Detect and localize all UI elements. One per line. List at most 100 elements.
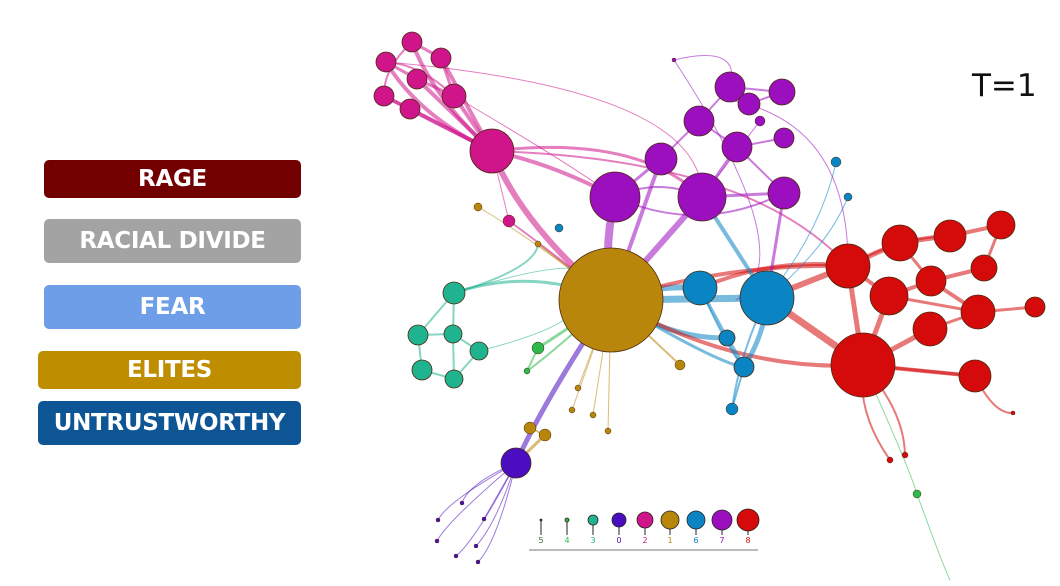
network-node (473, 543, 479, 549)
network-node (442, 281, 466, 305)
network-node (459, 500, 465, 506)
network-node (523, 421, 537, 435)
network-node (881, 224, 919, 262)
size-key-label: 8 (745, 536, 750, 545)
legend-untrustworthy: UNTRUSTWORTHY (38, 401, 301, 445)
node-size-key: 5 4 3 0 2 1 6 7 8 (529, 508, 760, 551)
legend-rage-label: RAGE (138, 166, 207, 192)
network-node (683, 105, 715, 137)
network-node (767, 176, 801, 210)
network-node (912, 311, 948, 347)
network-node (970, 254, 998, 282)
network-node (444, 369, 464, 389)
network-node (453, 553, 459, 559)
network-node (677, 172, 727, 222)
size-key-circle (587, 514, 599, 526)
network-node (912, 489, 922, 499)
network-node (773, 127, 795, 149)
network-node (830, 156, 842, 168)
network-node (502, 214, 516, 228)
network-node (960, 294, 996, 330)
network-node (558, 247, 664, 353)
network-node (901, 451, 909, 459)
network-node (531, 341, 545, 355)
network-node (441, 83, 467, 109)
network-node (869, 276, 909, 316)
network-node (475, 559, 481, 565)
network-node (725, 402, 739, 416)
legend-fear: FEAR (44, 285, 301, 329)
network-node (500, 447, 532, 479)
size-key-circle (686, 510, 706, 530)
network-edge (436, 462, 517, 542)
network-node (721, 131, 753, 163)
legend-untrustworthy-label: UNTRUSTWORTHY (53, 410, 286, 436)
network-node (986, 210, 1016, 240)
network-node (915, 265, 947, 297)
size-key-label: 6 (693, 536, 698, 545)
legend-rage: RAGE (44, 160, 301, 198)
network-node (375, 51, 397, 73)
network-node (733, 356, 755, 378)
network-node (373, 85, 395, 107)
network-node (406, 68, 428, 90)
network-node (737, 92, 761, 116)
legend-fear-label: FEAR (139, 294, 206, 320)
network-node (825, 243, 871, 289)
network-edge (477, 462, 517, 563)
network-node (671, 57, 677, 63)
network-node (401, 31, 423, 53)
legend-elites-label: ELITES (126, 357, 213, 383)
network-node (843, 192, 853, 202)
network-edge (385, 61, 703, 198)
network-node (407, 324, 429, 346)
network-node (434, 538, 440, 544)
size-key-circle (611, 512, 627, 528)
size-key-circle (660, 510, 680, 530)
network-node (481, 516, 487, 522)
network-node (933, 219, 967, 253)
network-node (435, 517, 441, 523)
size-key-label: 7 (719, 536, 724, 545)
network-node (739, 270, 795, 326)
network-node (886, 456, 894, 464)
network-node (589, 411, 597, 419)
size-key-label: 5 (538, 536, 543, 545)
size-key-label: 3 (590, 536, 595, 545)
network-node (430, 47, 452, 69)
network-node (674, 359, 686, 371)
network-edge (455, 462, 517, 557)
network-node (958, 359, 992, 393)
size-key-label: 1 (667, 536, 672, 545)
network-node (399, 98, 421, 120)
network-node (644, 142, 678, 176)
network-node (443, 324, 463, 344)
size-key-circle (564, 517, 570, 523)
network-node (568, 406, 576, 414)
network-node (554, 223, 564, 233)
legend-elites: ELITES (38, 351, 301, 389)
time-step-label: T=1 (972, 68, 1037, 104)
network-node (1010, 410, 1016, 416)
network-node (574, 384, 582, 392)
network-node (714, 71, 746, 103)
network-node (589, 171, 641, 223)
network-node (523, 367, 531, 375)
legend-racial-divide: RACIAL DIVIDE (44, 219, 301, 263)
network-node (604, 427, 612, 435)
size-key-circle (636, 511, 654, 529)
network-node (469, 341, 489, 361)
network-edge (453, 243, 539, 294)
size-key-label: 4 (564, 536, 569, 545)
size-key-label: 0 (616, 536, 621, 545)
network-node (718, 329, 736, 347)
legend-racial-divide-label: RACIAL DIVIDE (79, 228, 266, 254)
network-node (830, 332, 896, 398)
network-node (682, 270, 718, 306)
network-node (473, 202, 483, 212)
network-nodes (373, 31, 1046, 565)
size-key-circle (736, 508, 760, 532)
size-key-label: 2 (642, 536, 647, 545)
size-key-circle (539, 518, 543, 522)
